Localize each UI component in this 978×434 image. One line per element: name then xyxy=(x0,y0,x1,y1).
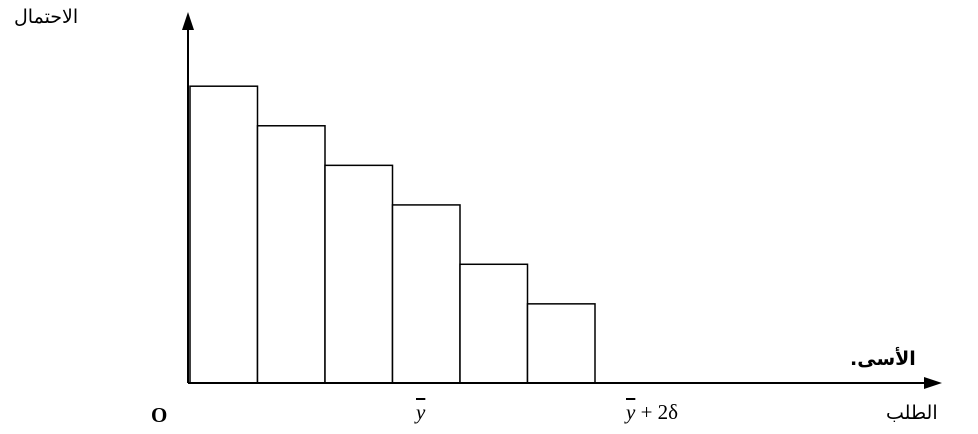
origin-tick-label: O xyxy=(151,403,168,427)
y-axis-label: الاحتمال xyxy=(14,6,79,28)
bar-3 xyxy=(324,164,394,384)
bar-4 xyxy=(391,204,461,384)
mean-plus-2delta-tick-label: y + 2δ xyxy=(626,400,678,425)
y-axis-arrowhead xyxy=(182,12,194,30)
bar-5 xyxy=(459,263,529,384)
plus-2delta-text: + 2δ xyxy=(635,400,679,424)
bar-1 xyxy=(189,85,259,384)
mean-tick-label: y xyxy=(416,400,425,425)
mean-symbol-2: y xyxy=(626,400,636,424)
bar-2 xyxy=(256,125,326,384)
bars-group xyxy=(189,85,596,384)
x-axis-arrowhead xyxy=(924,377,942,389)
x-axis-label-lower: الطلب xyxy=(886,402,938,424)
bar-6 xyxy=(526,303,596,384)
mean-symbol: y xyxy=(416,400,426,424)
x-axis-label-upper: الأسى. xyxy=(850,348,916,370)
